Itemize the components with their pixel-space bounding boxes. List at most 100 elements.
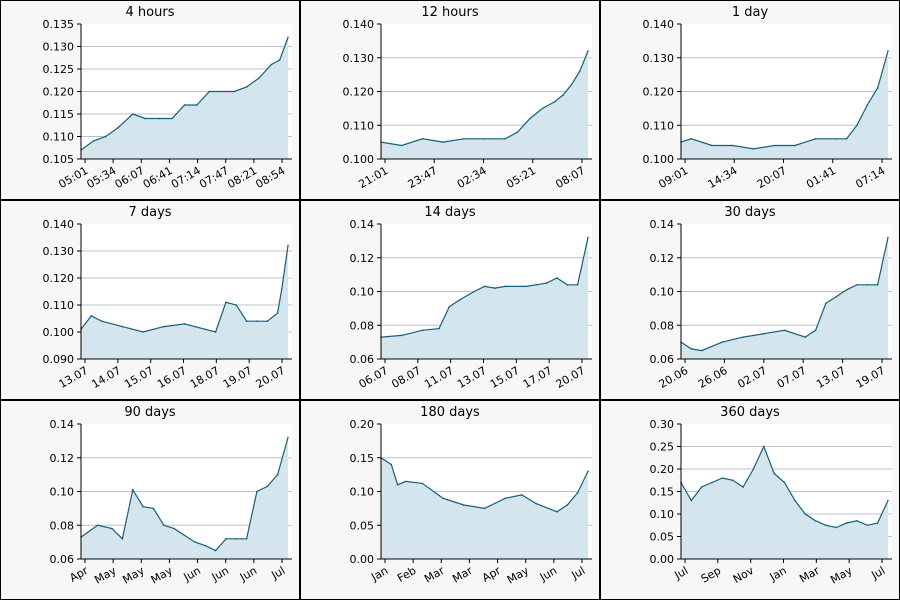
data-point [804, 336, 806, 338]
data-point [587, 470, 589, 473]
data-point [245, 538, 248, 540]
data-point [794, 144, 796, 147]
x-tick-label: Jul [868, 564, 887, 582]
series-line [80, 245, 289, 333]
series-area [681, 51, 888, 159]
x-tick-label: 13.07 [57, 364, 91, 391]
y-tick-label: 0.100 [643, 153, 675, 166]
x-tick-label: 21:01 [356, 164, 390, 191]
data-point [117, 126, 120, 129]
x-tick-label: 26.06 [696, 364, 730, 391]
x-tick-label: 20.07 [254, 364, 288, 391]
y-tick-label: 0.100 [43, 326, 75, 339]
data-point [245, 320, 248, 322]
x-tick-label: May [505, 564, 532, 587]
data-point [266, 320, 269, 322]
data-point [208, 90, 211, 93]
data-point [763, 445, 765, 448]
data-point [396, 484, 399, 486]
chart-title: 14 days [424, 205, 476, 220]
data-point [721, 477, 724, 479]
series-area [681, 237, 888, 359]
data-point [504, 138, 506, 140]
y-tick-label: 0.110 [643, 119, 675, 132]
y-tick-label: 0.10 [650, 286, 675, 299]
data-point [483, 285, 486, 288]
data-point [535, 284, 538, 286]
data-point [783, 481, 786, 484]
data-point [105, 135, 107, 138]
data-point [856, 520, 858, 522]
data-point [204, 544, 206, 547]
x-tick-label: Jul [568, 564, 587, 582]
data-point [132, 113, 134, 115]
data-point [266, 485, 269, 488]
x-tick-label: 07:14 [853, 164, 887, 191]
data-point [171, 117, 173, 120]
y-tick-label: 0.08 [650, 319, 675, 332]
x-tick-label: May [828, 564, 855, 587]
data-point [887, 50, 889, 52]
x-tick-label: Feb [395, 564, 418, 585]
data-point [835, 295, 838, 298]
data-point [281, 288, 283, 290]
data-point [421, 329, 424, 332]
data-point [804, 513, 806, 515]
y-tick-label: 0.00 [350, 553, 375, 566]
data-point [245, 86, 248, 88]
x-tick-label: 07.07 [775, 364, 809, 391]
data-point [132, 489, 134, 491]
x-tick-label: May [149, 564, 176, 587]
data-point [763, 332, 765, 335]
chart-panel-8: 0.00 0.05 0.10 0.15 0.20 Jan Feb Mar Mar Apr May Ju… [301, 401, 599, 599]
y-tick-label: 0.140 [643, 18, 675, 31]
data-point [516, 131, 519, 133]
chart-title: 30 days [724, 205, 776, 220]
series-area [81, 37, 288, 159]
data-point [438, 327, 440, 330]
x-tick-label: 20.06 [657, 364, 691, 391]
data-point [270, 63, 273, 66]
x-tick-label: 06:07 [113, 164, 147, 191]
y-tick-label: 0.110 [43, 299, 75, 312]
data-point [235, 538, 238, 540]
x-tick-label: Jun [537, 564, 559, 584]
data-point [752, 148, 755, 150]
data-point [221, 90, 223, 93]
y-tick-label: 0.140 [43, 218, 75, 231]
x-tick-label: 13.07 [814, 364, 848, 391]
data-point [390, 463, 393, 466]
x-tick-label: 14.07 [89, 364, 123, 391]
data-point [287, 436, 289, 439]
data-point [576, 492, 579, 494]
x-tick-label: 11.07 [422, 364, 456, 391]
y-tick-label: 0.05 [350, 519, 375, 532]
y-tick-label: 0.20 [350, 418, 375, 431]
data-point [258, 77, 260, 79]
series-line [680, 50, 889, 150]
data-point [535, 502, 538, 505]
data-point [856, 124, 858, 127]
data-point [163, 325, 165, 328]
chart-panel-1: 0.105 0.110 0.115 0.120 0.125 0.130 0.135 05:01… [1, 1, 299, 199]
data-point [121, 538, 124, 540]
x-tick-label: Jun [181, 564, 203, 584]
chart-panel-2: 0.100 0.110 0.120 0.130 0.140 21:01 23:47 02:34… [301, 1, 599, 199]
data-point [225, 301, 227, 304]
data-point [194, 325, 196, 328]
chart-svg: 0.00 0.05 0.10 0.15 0.20 0.25 0.30 Jul Sep Nov Jan… [650, 405, 892, 587]
chart-title: 90 days [124, 405, 176, 420]
chart-svg: 0.06 0.08 0.10 0.12 0.14 20.06 26.06 02.07 07.07… [650, 205, 892, 391]
data-point [100, 320, 103, 322]
series-area [81, 437, 288, 559]
data-point [711, 144, 713, 147]
data-point [529, 117, 531, 120]
data-point [814, 138, 817, 140]
series-line [680, 237, 889, 352]
data-point [111, 527, 113, 530]
x-tick-label: Jul [268, 564, 287, 582]
data-point [587, 50, 589, 52]
data-point [566, 504, 569, 506]
x-tick-label: 08:21 [225, 164, 259, 191]
data-point [794, 499, 796, 502]
